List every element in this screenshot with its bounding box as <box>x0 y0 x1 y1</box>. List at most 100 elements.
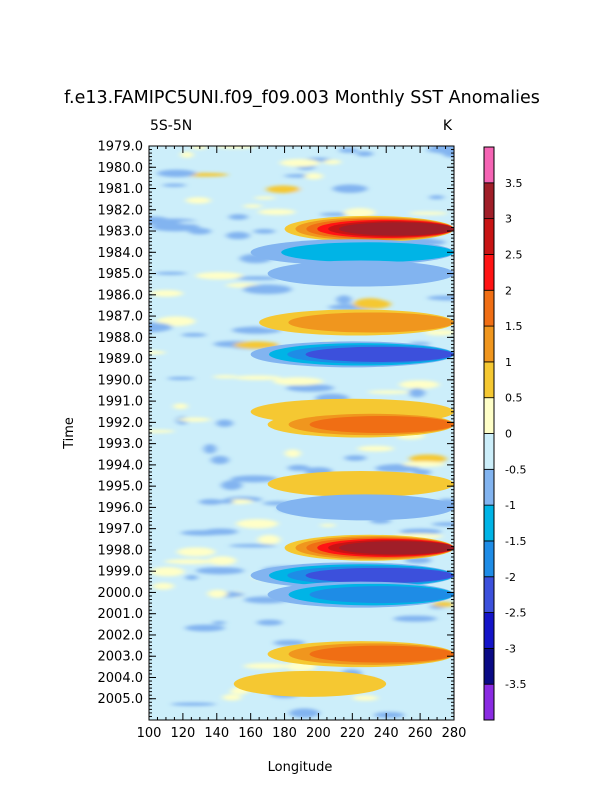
anomaly-texture <box>180 151 194 158</box>
anomaly-texture <box>178 417 211 422</box>
anomaly-texture <box>149 429 175 433</box>
anomaly-band <box>276 494 454 521</box>
y-tick-label: 1994.0 <box>98 458 144 473</box>
colorbar: 3.5 3 2.5 2 1.5 1 0.5 0 -0.5 -1 -1.5 -2 -2.5 -3 -3.5 <box>483 146 526 721</box>
anomaly-texture <box>407 163 454 168</box>
colorbar-swatch <box>483 612 495 649</box>
y-tick-label: 2004.0 <box>98 671 144 686</box>
anomaly-texture <box>154 271 187 275</box>
anomaly-texture <box>319 212 351 217</box>
y-tick-label: 2002.0 <box>98 628 144 643</box>
anomaly-texture <box>194 503 245 510</box>
anomaly-texture <box>156 316 196 327</box>
anomaly-texture <box>343 207 376 218</box>
y-tick-label: 1982.0 <box>98 203 144 218</box>
anomaly-texture <box>181 333 207 337</box>
anomaly-texture <box>256 619 283 626</box>
anomaly-texture <box>165 588 194 598</box>
anomaly-texture <box>243 204 263 208</box>
y-tick-label: 1991.0 <box>98 395 144 410</box>
x-axis-label: Longitude <box>268 760 333 775</box>
anomaly-texture <box>357 445 394 452</box>
anomaly-texture <box>243 663 291 669</box>
y-tick-label: 1992.0 <box>98 416 144 431</box>
anomaly-texture <box>273 639 306 646</box>
colorbar-frame <box>483 146 495 721</box>
anomaly-texture <box>287 464 310 471</box>
anomaly-texture <box>320 523 336 527</box>
anomaly-texture <box>229 544 277 548</box>
anomaly-texture <box>266 185 301 194</box>
anomaly-texture <box>352 695 378 701</box>
anomaly-texture <box>348 369 390 378</box>
anomaly-texture <box>253 229 276 234</box>
y-tick-label: 1990.0 <box>98 373 144 388</box>
colorbar-label: 2 <box>505 284 512 297</box>
y-tick-label: 1989.0 <box>98 352 144 367</box>
anomaly-texture <box>235 276 280 281</box>
anomaly-contour <box>309 415 454 433</box>
x-tick-label: 220 <box>340 726 365 741</box>
colorbar-swatch <box>483 254 495 291</box>
colorbar-swatch <box>483 683 495 721</box>
anomaly-texture <box>230 688 247 695</box>
anomaly-contour <box>267 260 454 287</box>
colorbar-swatch <box>483 397 495 434</box>
anomaly-texture <box>149 452 179 457</box>
anomaly-texture <box>176 547 216 557</box>
anomaly-texture <box>185 575 198 580</box>
anomaly-texture <box>232 326 281 334</box>
anomaly-texture <box>207 589 228 598</box>
anomaly-texture <box>203 444 217 454</box>
anomaly-texture <box>429 195 445 200</box>
colorbar-label: -3 <box>505 642 516 655</box>
anomaly-contour <box>305 567 454 584</box>
anomaly-texture <box>216 419 234 427</box>
anomaly-texture <box>332 184 368 193</box>
anomaly-texture <box>234 341 279 349</box>
anomaly-texture <box>393 615 437 622</box>
anomaly-band <box>267 260 454 287</box>
x-tick-label: 180 <box>272 726 297 741</box>
anomaly-texture <box>198 499 224 506</box>
anomaly-texture <box>220 499 234 504</box>
anomaly-texture <box>375 464 420 473</box>
anomaly-texture <box>234 375 282 381</box>
colorbar-label: -1 <box>505 499 516 512</box>
anomaly-contour <box>233 670 387 697</box>
anomaly-texture <box>409 388 426 398</box>
y-tick-label: 2005.0 <box>98 692 144 707</box>
anomaly-texture <box>162 183 187 187</box>
anomaly-texture <box>184 624 225 632</box>
x-tick-label: 200 <box>306 726 331 741</box>
colorbar-label: -3.5 <box>505 678 526 691</box>
anomaly-texture <box>236 519 279 529</box>
anomaly-texture <box>167 376 195 381</box>
y-tick-label: 1999.0 <box>98 565 144 580</box>
anomaly-texture <box>173 403 188 410</box>
anomaly-texture <box>191 146 207 150</box>
anomaly-texture <box>408 211 448 216</box>
anomaly-texture <box>402 461 446 467</box>
anomaly-texture <box>356 151 374 157</box>
anomaly-texture <box>195 567 245 575</box>
colorbar-swatch <box>483 647 495 685</box>
anomaly-texture <box>367 390 411 394</box>
x-tick-label: 280 <box>442 726 467 741</box>
y-tick-label: 1996.0 <box>98 501 144 516</box>
y-tick-label: 1984.0 <box>98 246 144 261</box>
y-tick-label: 1997.0 <box>98 522 144 537</box>
anomaly-texture <box>423 674 454 682</box>
y-tick-label: 1979.0 <box>98 140 144 155</box>
anomaly-texture <box>257 534 281 545</box>
anomaly-texture <box>175 599 199 603</box>
anomaly-texture <box>289 708 320 718</box>
colorbar-swatch <box>483 182 495 220</box>
anomaly-texture <box>222 694 242 701</box>
anomaly-band <box>233 670 387 697</box>
colorbar-swatch <box>483 433 495 470</box>
anomaly-texture <box>228 214 248 220</box>
anomaly-texture <box>373 711 405 719</box>
colorbar-swatch <box>483 504 495 542</box>
anomaly-texture <box>149 322 173 333</box>
